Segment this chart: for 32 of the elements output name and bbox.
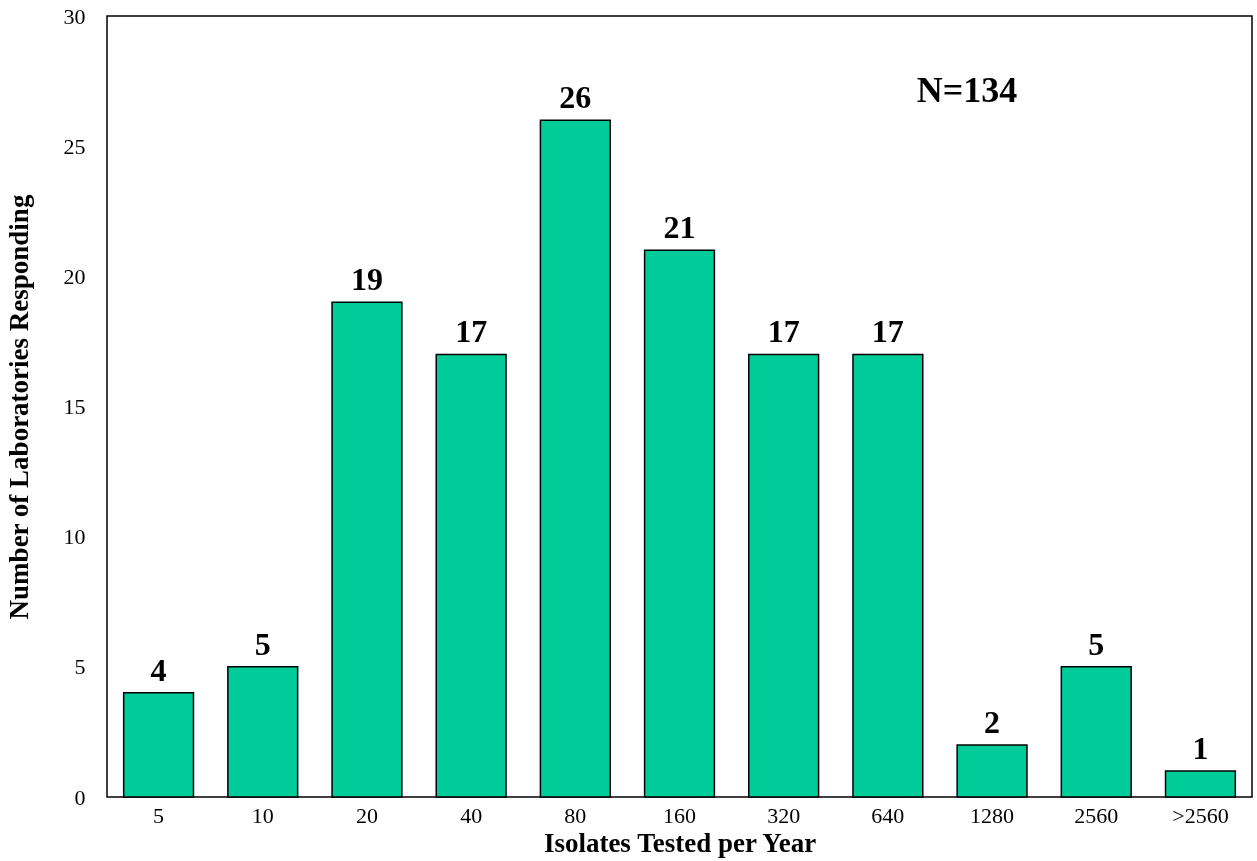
data-label: 5: [1088, 625, 1105, 662]
y-tick-label: 15: [63, 394, 86, 419]
x-tick-label: 1280: [970, 802, 1015, 828]
y-tick-label: 25: [63, 133, 86, 159]
data-label: 17: [767, 313, 800, 350]
x-tick-label: 640: [871, 802, 905, 828]
x-tick-label: 2560: [1074, 802, 1119, 828]
data-label: 5: [254, 625, 271, 662]
y-axis-title: Number of Laboratories Responding: [3, 194, 34, 620]
data-label: 21: [663, 209, 696, 246]
y-tick-label: 5: [74, 654, 86, 680]
data-label: 2: [984, 703, 1001, 740]
data-label: 17: [455, 313, 488, 350]
data-label: 19: [350, 261, 383, 298]
data-label: 26: [559, 79, 592, 116]
x-tick-label: 80: [564, 802, 587, 828]
y-tick-label: 20: [63, 263, 86, 289]
x-tick-label: 20: [355, 802, 378, 828]
x-axis-title: Isolates Tested per Year: [543, 827, 817, 858]
x-tick-label: 5: [153, 802, 165, 828]
data-label: 1: [1192, 729, 1209, 766]
x-tick-label: >2560: [1172, 802, 1229, 828]
data-label: 17: [871, 313, 904, 350]
x-tick-label: 320: [767, 802, 801, 828]
x-tick-label: 10: [251, 802, 274, 828]
data-label: 4: [150, 651, 167, 688]
x-tick-label: 40: [460, 802, 483, 828]
y-tick-label: 0: [74, 784, 86, 810]
x-tick-label: 160: [663, 802, 696, 828]
annotation: N=134: [916, 70, 1018, 110]
y-tick-label: 30: [63, 3, 86, 29]
y-tick-label: 10: [63, 524, 86, 550]
